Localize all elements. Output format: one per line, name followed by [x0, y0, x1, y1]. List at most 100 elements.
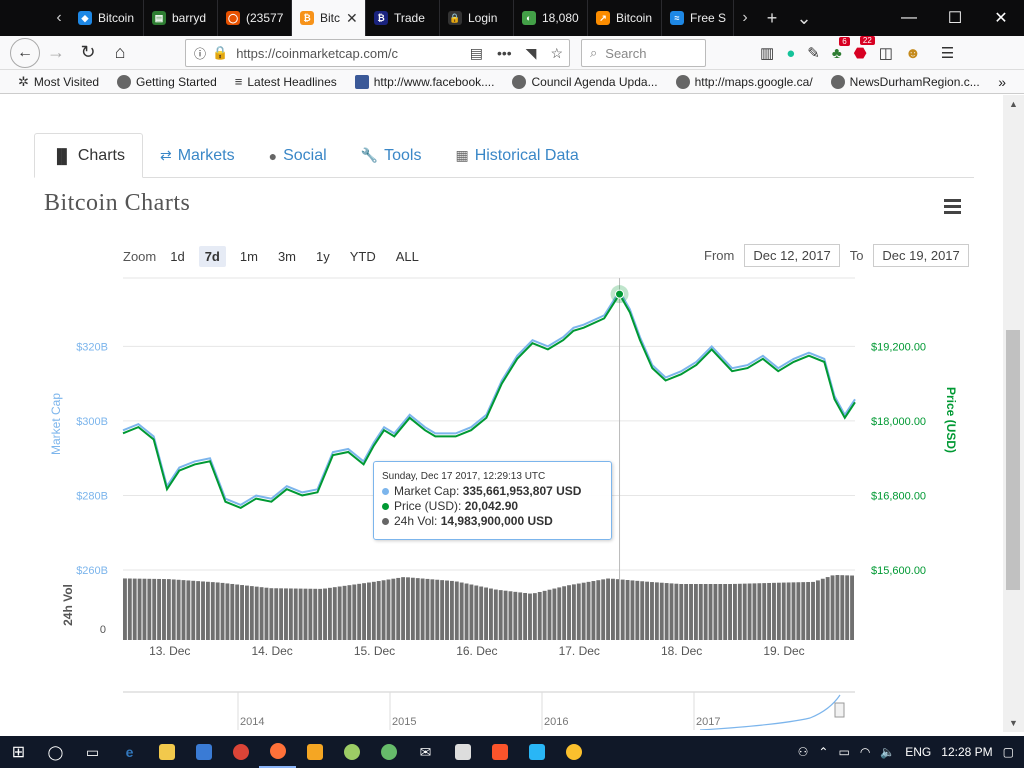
firefox-icon[interactable]: [259, 736, 296, 768]
grammarly-icon[interactable]: ●: [786, 44, 796, 62]
volume-icon[interactable]: 🔈: [880, 745, 896, 759]
tab-markets[interactable]: ⇄ Markets: [159, 146, 235, 164]
volume-bar: [508, 591, 513, 640]
tab-scroll-left-button[interactable]: ‹: [56, 9, 62, 26]
chrome-icon[interactable]: [222, 736, 259, 768]
browser-tab[interactable]: ◐ 18,080: [514, 0, 588, 36]
browser-tab[interactable]: ≈ Free S: [662, 0, 734, 36]
paint-icon[interactable]: [333, 736, 370, 768]
scroll-thumb[interactable]: [1006, 330, 1020, 590]
file-explorer-icon[interactable]: [148, 736, 185, 768]
volume-bar: [147, 578, 152, 640]
store-icon[interactable]: [185, 736, 222, 768]
search-bar[interactable]: ⌕ Search: [581, 39, 706, 67]
price-chart[interactable]: $19,200.00 $18,000.00 $16,800.00 $15,600.00…: [0, 270, 1003, 730]
maximize-button[interactable]: ☐: [947, 10, 963, 27]
from-date-input[interactable]: Dec 12, 2017: [744, 244, 840, 267]
browser-tab[interactable]: ▤ barryd: [144, 0, 218, 36]
calculator-grid-icon[interactable]: [296, 736, 333, 768]
zoom-button-1m[interactable]: 1m: [239, 249, 258, 264]
globe-app-icon[interactable]: [370, 736, 407, 768]
network-icon[interactable]: ◠: [859, 745, 871, 759]
reload-button[interactable]: ↻: [80, 42, 96, 62]
forward-button[interactable]: →: [47, 42, 65, 62]
close-window-button[interactable]: ✕: [994, 10, 1008, 27]
extension-face-icon[interactable]: ☻: [904, 44, 921, 62]
home-button[interactable]: ⌂: [114, 42, 126, 62]
bookmark-google-maps[interactable]: http://maps.google.ca/: [675, 74, 813, 89]
tab-scroll-right-button[interactable]: ›: [742, 9, 748, 26]
calculator-icon[interactable]: [444, 736, 481, 768]
task-view-icon[interactable]: ▭: [85, 743, 100, 760]
browser-tab[interactable]: ◆ Bitcoin: [70, 0, 144, 36]
eyedropper-icon[interactable]: ✎: [807, 45, 820, 62]
clock[interactable]: 12:28 PM: [941, 745, 993, 759]
cortana-search-icon[interactable]: ◯: [47, 743, 64, 760]
app-x-icon[interactable]: [518, 736, 555, 768]
tab-close-icon[interactable]: ✕: [346, 9, 358, 26]
library-icon[interactable]: ▥: [760, 45, 775, 62]
bookmark-council-agenda[interactable]: Council Agenda Upda...: [512, 74, 658, 89]
new-tab-button[interactable]: +: [766, 7, 778, 28]
volume-bar: [464, 583, 469, 640]
info-icon[interactable]: ⓘ: [194, 46, 207, 61]
language-indicator[interactable]: ENG: [905, 745, 932, 759]
bookmark-newsdurham[interactable]: NewsDurhamRegion.c...: [830, 74, 980, 89]
calendar-icon: ▦: [455, 147, 469, 163]
volume-bar: [132, 578, 137, 640]
people-icon[interactable]: ⚇: [797, 745, 809, 759]
scroll-up-icon[interactable]: ▲: [1009, 99, 1018, 109]
url-bar[interactable]: ⓘ 🔒 https://coinmarketcap.com/c ▤ ••• ◥ …: [185, 39, 570, 67]
reader-view-icon[interactable]: ▤: [469, 44, 483, 61]
windows-start-icon[interactable]: ⊞: [11, 744, 26, 761]
sidebar-icon[interactable]: ◫: [878, 45, 893, 62]
tab-charts[interactable]: ▐▌ Charts: [34, 133, 143, 178]
right-axis-tick-label: $16,800.00: [871, 490, 926, 502]
bookmark-most-visited[interactable]: ✲ Most Visited: [18, 73, 100, 89]
browser-tab[interactable]: ↗ Bitcoin: [588, 0, 662, 36]
tray-chevron-icon[interactable]: ⌃: [818, 745, 829, 759]
back-button[interactable]: ←: [10, 37, 40, 68]
page-actions-icon[interactable]: •••: [496, 44, 512, 61]
chromium-icon[interactable]: [555, 736, 592, 768]
battery-icon[interactable]: ▭: [838, 745, 850, 759]
brave-icon[interactable]: [481, 736, 518, 768]
page-scrollbar[interactable]: ▲ ▼: [1003, 95, 1024, 732]
zoom-button-3m[interactable]: 3m: [277, 249, 296, 264]
notifications-icon[interactable]: ▢: [1002, 745, 1014, 759]
volume-bar: [406, 577, 410, 640]
bookmark-latest-headlines[interactable]: ≡ Latest Headlines: [234, 74, 337, 89]
volume-bar: [786, 582, 791, 640]
zoom-button-1d[interactable]: 1d: [170, 249, 185, 264]
zoom-button-7d[interactable]: 7d: [198, 246, 226, 267]
zoom-button-ytd[interactable]: YTD: [349, 249, 376, 264]
chart-menu-icon[interactable]: [944, 199, 961, 217]
hamburger-menu-icon[interactable]: ☰: [940, 45, 955, 62]
browser-tab[interactable]: ₿ Bitc ✕: [292, 0, 366, 36]
more-bookmarks-chevron-icon[interactable]: »: [998, 73, 1006, 90]
tab-historical-data[interactable]: ▦ Historical Data: [455, 146, 579, 164]
to-date-input[interactable]: Dec 19, 2017: [873, 244, 969, 267]
pocket-icon[interactable]: ◥: [525, 44, 537, 61]
mail-icon[interactable]: ✉: [419, 743, 432, 760]
zoom-button-all[interactable]: ALL: [395, 249, 419, 264]
tab-list-button[interactable]: ⌄: [796, 7, 812, 28]
edge-icon[interactable]: e: [125, 744, 134, 760]
browser-tab[interactable]: 🔒 Login: [440, 0, 514, 36]
bookmark-star-icon[interactable]: ☆: [550, 44, 563, 61]
minimize-button[interactable]: —: [901, 9, 917, 26]
volume-bar: [205, 581, 210, 640]
volume-bar: [718, 584, 723, 640]
scroll-down-icon[interactable]: ▼: [1009, 718, 1018, 728]
addon-a-icon[interactable]: ♣ 6: [832, 36, 850, 62]
volume-bar: [689, 584, 693, 640]
adblock-icon[interactable]: ⬣ 22: [854, 36, 875, 62]
browser-tab[interactable]: ◯ (23577: [218, 0, 292, 36]
tab-tools[interactable]: 🔧 Tools: [360, 146, 422, 164]
tab-social[interactable]: ● Social: [268, 146, 327, 164]
bookmark-facebook[interactable]: http://www.facebook....: [354, 74, 494, 89]
zoom-button-1y[interactable]: 1y: [316, 249, 330, 264]
browser-tab[interactable]: ₿ Trade: [366, 0, 440, 36]
volume-bar: [449, 580, 454, 640]
bookmark-getting-started[interactable]: Getting Started: [117, 74, 217, 89]
